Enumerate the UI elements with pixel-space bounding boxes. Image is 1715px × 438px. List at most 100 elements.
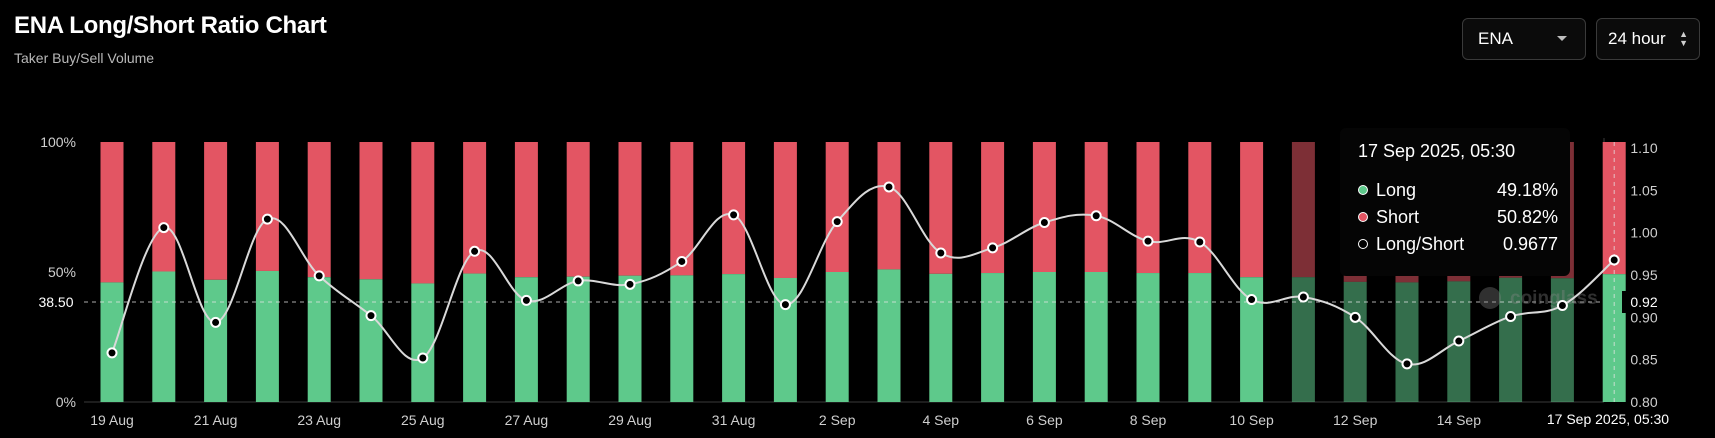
- x-axis: 19 Aug 21 Aug 23 Aug 25 Aug 27 Aug 29 Aug 31 A…: [90, 412, 1481, 428]
- page-subtitle: Taker Buy/Sell Volume: [14, 50, 155, 66]
- chevron-down-icon: [1557, 36, 1567, 41]
- tooltip-row-ratio: Long/Short 0.9677: [1358, 234, 1558, 256]
- ratio-point[interactable]: [210, 316, 222, 328]
- crosshair-x-label: 17 Sep 2025, 05:30: [1538, 407, 1678, 431]
- ratio-point[interactable]: [313, 270, 325, 282]
- ratio-point[interactable]: [1194, 236, 1206, 248]
- bar-short-21-aug: [204, 142, 228, 280]
- bar-short-2-sep: [825, 142, 849, 272]
- ratio-point[interactable]: [779, 299, 791, 311]
- ratio-point[interactable]: [1297, 291, 1309, 303]
- bar-long-24-aug: [359, 279, 383, 402]
- ratio-point[interactable]: [1453, 335, 1465, 347]
- ratio-point[interactable]: [158, 222, 170, 234]
- bar-short-10-sep: [1240, 142, 1264, 278]
- x-tick: 27 Aug: [505, 412, 549, 428]
- ratio-point[interactable]: [572, 275, 584, 287]
- crosshair: [84, 142, 1615, 402]
- bar-long-17-sep: [1602, 274, 1626, 402]
- y-left-tick: 50%: [48, 264, 76, 280]
- bar-long-15-sep: [1499, 277, 1523, 402]
- ratio-point[interactable]: [417, 352, 429, 364]
- bar-long-28-aug: [566, 276, 590, 402]
- ratio-point[interactable]: [1556, 299, 1568, 311]
- bar-short-27-aug: [514, 142, 538, 278]
- bar-short-24-aug: [359, 142, 383, 280]
- y-axis-right: 0.80 0.85 0.90 0.95 1.00 1.05 1.10: [1630, 140, 1657, 410]
- symbol-select[interactable]: ENA: [1462, 18, 1586, 60]
- ratio-point[interactable]: [365, 310, 377, 322]
- bar-long-11-sep: [1291, 277, 1315, 402]
- bar-long-23-aug: [307, 277, 331, 402]
- bar-short-3-sep: [877, 142, 901, 270]
- y-right-tick: 0.95: [1630, 267, 1657, 283]
- bar-short-7-sep: [1084, 142, 1108, 272]
- tooltip-short-value: 50.82%: [1496, 207, 1558, 227]
- ratio-point[interactable]: [728, 209, 740, 221]
- x-tick: 6 Sep: [1026, 412, 1063, 428]
- ratio-point[interactable]: [469, 245, 481, 257]
- ratio-point[interactable]: [1246, 294, 1258, 306]
- bar-short-25-aug: [411, 142, 435, 284]
- bar-long-22-aug: [255, 270, 279, 402]
- ratio-point[interactable]: [1401, 358, 1413, 370]
- ratio-line-layer: [106, 181, 1620, 370]
- coinglass-logo-icon: [1479, 287, 1501, 309]
- bar-long-13-sep: [1395, 282, 1419, 402]
- bar-long-19-aug: [100, 282, 124, 402]
- ratio-point[interactable]: [106, 347, 118, 359]
- bar-long-29-aug: [618, 275, 642, 402]
- bar-long-4-sep: [929, 273, 953, 402]
- ratio-point[interactable]: [1608, 254, 1620, 266]
- interval-select[interactable]: 24 hour ▲ ▼: [1596, 18, 1700, 60]
- bar-short-20-aug: [152, 142, 176, 272]
- ratio-point[interactable]: [987, 242, 999, 254]
- bar-short-23-aug: [307, 142, 331, 278]
- symbol-select-value: ENA: [1478, 29, 1513, 48]
- bar-long-2-sep: [825, 272, 849, 402]
- bar-short-8-sep: [1136, 142, 1160, 274]
- ratio-point[interactable]: [1038, 217, 1050, 229]
- bar-long-25-aug: [411, 283, 435, 402]
- tooltip-short-label: Short: [1376, 207, 1420, 227]
- up-down-chevron-icon: ▲ ▼: [1679, 29, 1688, 48]
- x-tick: 2 Sep: [819, 412, 856, 428]
- bar-long-21-aug: [204, 279, 228, 402]
- y-right-tick: 0.85: [1630, 352, 1657, 368]
- bar-long-7-sep: [1084, 272, 1108, 402]
- tooltip-row-long: Long 49.18%: [1358, 180, 1558, 202]
- bar-short-9-sep: [1188, 142, 1212, 274]
- bar-long-1-sep: [773, 277, 797, 402]
- bar-long-10-sep: [1240, 277, 1264, 402]
- ratio-point[interactable]: [1142, 235, 1154, 247]
- bar-short-31-aug: [722, 142, 746, 275]
- bar-short-19-aug: [100, 142, 124, 283]
- x-tick: 19 Aug: [90, 412, 134, 428]
- y-right-tick: 1.00: [1630, 225, 1657, 241]
- ratio-point[interactable]: [1090, 210, 1102, 222]
- bar-long-26-aug: [463, 273, 487, 402]
- crosshair-right-label-bg: [1622, 291, 1666, 313]
- y-right-tick: 0.80: [1630, 394, 1657, 410]
- bar-short-26-aug: [463, 142, 487, 274]
- watermark-text: coinglass: [1510, 288, 1598, 309]
- ratio-point[interactable]: [624, 278, 636, 290]
- y-left-tick: 0%: [56, 394, 76, 410]
- ratio-point[interactable]: [1349, 311, 1361, 323]
- tooltip-row-short: Short 50.82%: [1358, 207, 1558, 229]
- ratio-point[interactable]: [1505, 310, 1517, 322]
- bar-short-6-sep: [1032, 142, 1056, 272]
- ratio-point[interactable]: [261, 213, 273, 225]
- page-title: ENA Long/Short Ratio Chart: [14, 12, 327, 39]
- ratio-point[interactable]: [883, 181, 895, 193]
- ratio-point[interactable]: [676, 255, 688, 267]
- ratio-point[interactable]: [935, 247, 947, 259]
- y-right-tick: 0.90: [1630, 309, 1657, 325]
- bar-long-27-aug: [514, 277, 538, 402]
- ratio-point[interactable]: [520, 294, 532, 306]
- ratio-point[interactable]: [831, 216, 843, 228]
- y-left-tick: 100%: [40, 134, 76, 150]
- crosshair-labels: 38.50 0.92: [16, 291, 1666, 313]
- crosshair-left-label: 38.50: [38, 294, 73, 310]
- short-dot-icon: [1358, 212, 1368, 222]
